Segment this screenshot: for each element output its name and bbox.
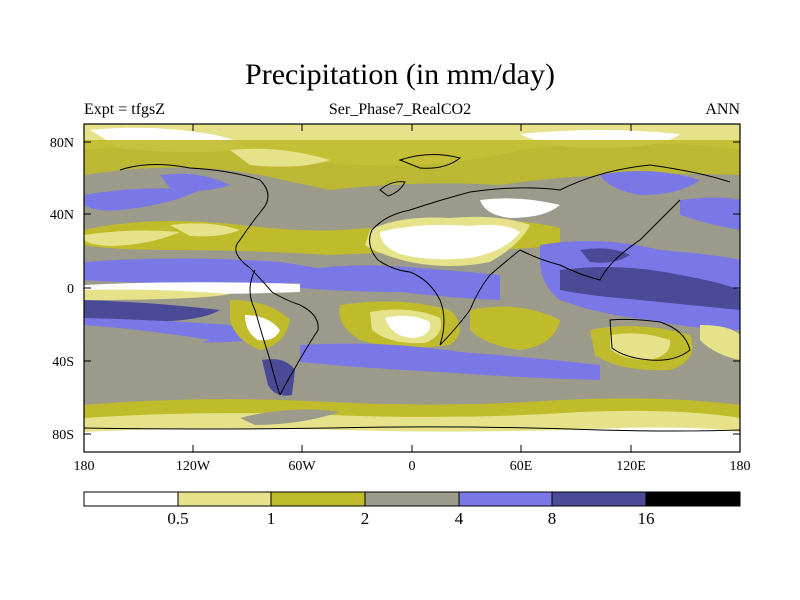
colorbar-box [458, 491, 553, 507]
coastlines [84, 154, 740, 432]
colorbar-label: 1 [267, 509, 276, 528]
lat-tick-label: 0 [67, 282, 74, 297]
colorbar-label: 4 [455, 509, 464, 528]
lon-tick-label: 60E [510, 459, 533, 474]
colorbar-box [177, 491, 272, 507]
axis-ticks [84, 124, 740, 452]
colorbar-label: 8 [548, 509, 557, 528]
lat-tick-label: 80S [52, 428, 74, 443]
lon-tick-label: 120E [616, 459, 646, 474]
experiment-label: Expt = tfgsZ [84, 101, 166, 118]
plot-title: Precipitation (in mm/day) [245, 58, 555, 91]
colorbar [83, 491, 741, 507]
colorbar-box [83, 491, 179, 507]
colorbar-box [645, 491, 741, 507]
lat-tick-label: 40N [50, 208, 74, 223]
colorbar-box [551, 491, 647, 507]
colorbar-label: 0.5 [167, 509, 188, 528]
lat-tick-label: 80N [50, 136, 74, 151]
lon-tick-label: 120W [176, 459, 211, 474]
lon-tick-label: 180 [74, 459, 95, 474]
colorbar-box [364, 491, 460, 507]
season-label: ANN [705, 101, 740, 118]
lon-tick-label: 180 [730, 459, 751, 474]
colorbar-label: 16 [638, 509, 655, 528]
case-label: Ser_Phase7_RealCO2 [328, 101, 472, 118]
colorbar-box [270, 491, 366, 507]
lon-tick-label: 60W [288, 459, 316, 474]
precipitation-field [84, 124, 740, 452]
lat-tick-label: 40S [52, 355, 74, 370]
lon-tick-label: 0 [409, 459, 416, 474]
colorbar-label: 2 [361, 509, 370, 528]
